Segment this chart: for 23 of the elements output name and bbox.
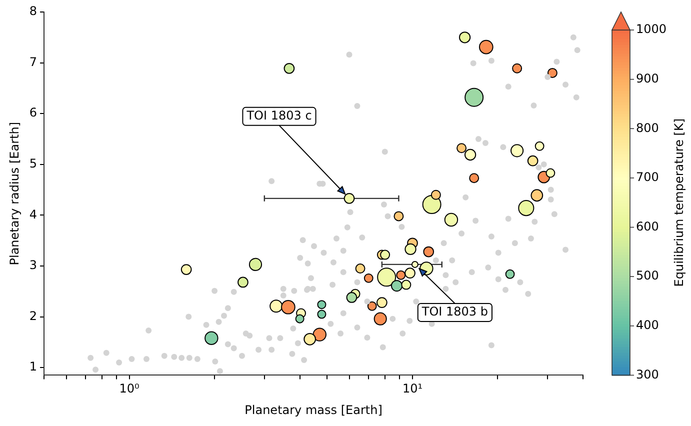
color-bar-label: 300 bbox=[636, 367, 659, 382]
color-bar-label: 400 bbox=[636, 318, 659, 332]
x-tick-label: 10¹ bbox=[402, 382, 423, 396]
color-bar-label: 500 bbox=[636, 268, 659, 283]
y-tick-label: 1 bbox=[29, 360, 38, 374]
annotation: TOI 1803 b bbox=[420, 304, 488, 319]
y-tick-label: 4 bbox=[29, 207, 38, 222]
y-tick-label: 7 bbox=[29, 54, 38, 69]
color-bar-label: 600 bbox=[636, 219, 659, 234]
color-bar-label: 1000 bbox=[636, 22, 667, 36]
color-bar-label: 800 bbox=[636, 120, 659, 135]
y-axis-title: Planetary radius [Earth] bbox=[7, 122, 22, 266]
color-bar-label: 700 bbox=[636, 170, 659, 184]
y-tick-label: 5 bbox=[29, 156, 38, 171]
color-bar-title: Equilibrium temperature [K] bbox=[672, 118, 686, 287]
y-tick-label: 3 bbox=[29, 258, 38, 272]
x-axis-title: Planetary mass [Earth] bbox=[244, 402, 382, 417]
y-tick-label: 2 bbox=[29, 308, 38, 323]
y-tick-label: 8 bbox=[29, 4, 38, 18]
y-tick-label: 6 bbox=[29, 106, 38, 120]
color-bar-label: 900 bbox=[636, 71, 659, 86]
x-tick-label: 10⁰ bbox=[119, 382, 140, 396]
annotation: TOI 1803 c bbox=[246, 108, 312, 123]
